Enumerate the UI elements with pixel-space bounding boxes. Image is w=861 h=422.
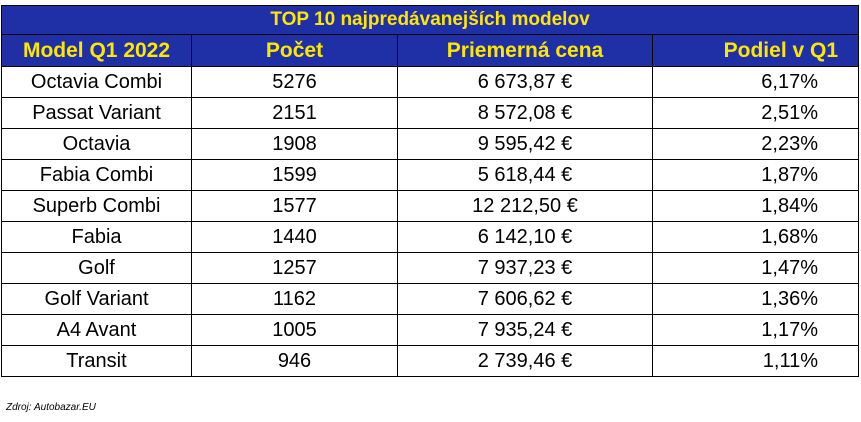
price-cell: 7 937,23 € xyxy=(397,252,653,284)
table-row: Superb Combi 1577 12 212,50 €1,84% xyxy=(1,190,860,222)
count-cell: 2151 xyxy=(191,97,398,129)
model-cell: Octavia xyxy=(1,128,192,160)
share-cell: 1,87% xyxy=(651,159,860,191)
count-cell: 1162 xyxy=(191,283,398,315)
share-cell: 1,11% xyxy=(651,345,860,377)
price-cell: 12 212,50 € xyxy=(397,190,653,222)
table-row: Golf 1257 7 937,23 €1,47% xyxy=(1,252,860,284)
table-row: Golf Variant 1162 7 606,62 €1,36% xyxy=(1,283,860,315)
price-cell: 6 142,10 € xyxy=(397,221,653,253)
price-cell: 9 595,42 € xyxy=(397,128,653,160)
model-cell: Transit xyxy=(1,345,192,377)
share-cell: 1,36% xyxy=(651,283,860,315)
table-row: Passat Variant 2151 8 572,08 €2,51% xyxy=(1,97,860,129)
price-cell: 2 739,46 € xyxy=(397,345,653,377)
model-cell: Golf xyxy=(1,252,192,284)
top10-table: TOP 10 najpredávanejších modelov Model Q… xyxy=(0,5,860,377)
model-cell: Fabia xyxy=(1,221,192,253)
header-count: Počet xyxy=(191,34,398,67)
model-cell: Passat Variant xyxy=(1,97,192,129)
table-row: Fabia 1440 6 142,10 €1,68% xyxy=(1,221,860,253)
table-row: Octavia 1908 9 595,42 €2,23% xyxy=(1,128,860,160)
header-average-price: Priemerná cena xyxy=(397,34,653,67)
table-row: Transit 946 2 739,46 €1,11% xyxy=(1,345,860,377)
count-cell: 946 xyxy=(191,345,398,377)
source-note: Zdroj: Autobazar.EU xyxy=(6,402,96,413)
table-body: Octavia Combi 5276 6 673,87 €6,17% Passat V… xyxy=(1,66,860,377)
model-cell: Golf Variant xyxy=(1,283,192,315)
table-row: Fabia Combi 1599 5 618,44 €1,87% xyxy=(1,159,860,191)
count-cell: 1908 xyxy=(191,128,398,160)
share-cell: 1,17% xyxy=(651,314,860,346)
share-cell: 1,47% xyxy=(651,252,860,284)
share-cell: 2,51% xyxy=(651,97,860,129)
price-cell: 7 935,24 € xyxy=(397,314,653,346)
count-cell: 1577 xyxy=(191,190,398,222)
share-cell: 2,23% xyxy=(651,128,860,160)
model-cell: A4 Avant xyxy=(1,314,192,346)
table-title: TOP 10 najpredávanejších modelov xyxy=(0,5,860,35)
count-cell: 1257 xyxy=(191,252,398,284)
model-cell: Fabia Combi xyxy=(1,159,192,191)
price-cell: 6 673,87 € xyxy=(397,66,653,98)
count-cell: 5276 xyxy=(191,66,398,98)
header-model: Model Q1 2022 xyxy=(1,34,192,67)
share-cell: 1,68% xyxy=(651,221,860,253)
header-share: Podiel v Q1 xyxy=(651,34,860,67)
price-cell: 8 572,08 € xyxy=(397,97,653,129)
count-cell: 1599 xyxy=(191,159,398,191)
price-cell: 7 606,62 € xyxy=(397,283,653,315)
model-cell: Superb Combi xyxy=(1,190,192,222)
count-cell: 1005 xyxy=(191,314,398,346)
table-title-row: TOP 10 najpredávanejších modelov xyxy=(0,5,860,35)
table-row: Octavia Combi 5276 6 673,87 €6,17% xyxy=(1,66,860,98)
share-cell: 1,84% xyxy=(651,190,860,222)
table-header-row: Model Q1 2022 Počet Priemerná cena Podie… xyxy=(1,34,860,67)
model-cell: Octavia Combi xyxy=(1,66,192,98)
count-cell: 1440 xyxy=(191,221,398,253)
share-cell: 6,17% xyxy=(651,66,860,98)
price-cell: 5 618,44 € xyxy=(397,159,653,191)
table-row: A4 Avant 1005 7 935,24 €1,17% xyxy=(1,314,860,346)
